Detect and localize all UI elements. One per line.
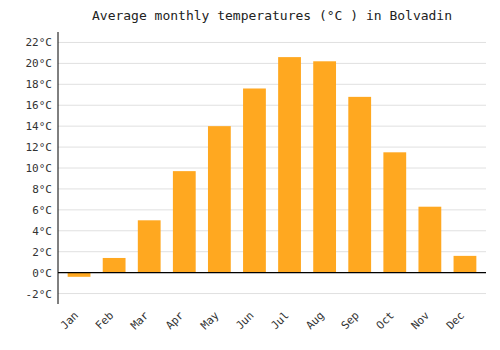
- x-tick-label: Feb: [93, 309, 116, 332]
- grid: [58, 42, 486, 293]
- bar: [208, 126, 231, 272]
- grid-line: [58, 272, 486, 273]
- x-tick-label: Oct: [374, 309, 397, 332]
- bar: [454, 256, 477, 273]
- bar: [138, 220, 161, 272]
- chart: Average monthly temperatures (°C ) in Bo…: [0, 0, 500, 350]
- grid-line: [58, 147, 486, 148]
- y-tick-label: 2°C: [32, 246, 52, 259]
- grid-line: [58, 293, 486, 294]
- x-tick-label: Sep: [339, 309, 362, 332]
- grid-line: [58, 63, 486, 64]
- y-tick-label: 6°C: [32, 204, 52, 217]
- y-tick-label: 18°C: [26, 78, 53, 91]
- x-tick-label: Mar: [128, 309, 152, 333]
- y-tick-label: 16°C: [26, 99, 53, 112]
- y-tick-label: 8°C: [32, 183, 52, 196]
- y-tick-label: 14°C: [26, 120, 53, 133]
- bar: [68, 273, 91, 277]
- x-tick-label: Apr: [163, 309, 187, 333]
- title: Average monthly temperatures (°C ) in Bo…: [92, 8, 452, 23]
- grid-line: [58, 126, 486, 127]
- grid-line: [58, 188, 486, 189]
- y-tick-label: -2°C: [26, 288, 53, 301]
- bar: [418, 207, 441, 273]
- bar: [173, 171, 196, 272]
- x-tick-label: Jun: [233, 309, 256, 332]
- bar: [313, 61, 336, 272]
- x-tick-label: May: [198, 309, 222, 333]
- bar: [383, 152, 406, 272]
- bar: [243, 88, 266, 272]
- grid-line: [58, 168, 486, 169]
- y-tick-label: 0°C: [32, 267, 52, 280]
- y-tick-label: 20°C: [26, 57, 53, 70]
- y-tick-label: 22°C: [26, 36, 53, 49]
- y-axis-line: [58, 32, 59, 304]
- x-tick-label: Nov: [409, 309, 433, 333]
- bar: [348, 97, 371, 273]
- y-tick-label: 10°C: [26, 162, 53, 175]
- x-tick-label: Aug: [303, 309, 326, 332]
- x-tick-label: Dec: [444, 309, 467, 332]
- x-tick-label: Jul: [268, 309, 291, 332]
- bar: [103, 258, 126, 273]
- grid-line: [58, 84, 486, 85]
- grid-line: [58, 42, 486, 43]
- grid-line: [58, 105, 486, 106]
- y-tick-label: 4°C: [32, 225, 52, 238]
- x-tick-label: Jan: [58, 309, 81, 332]
- bar: [278, 57, 301, 273]
- y-tick-label: 12°C: [26, 141, 53, 154]
- zero-line: [58, 272, 486, 273]
- bars: [68, 57, 477, 277]
